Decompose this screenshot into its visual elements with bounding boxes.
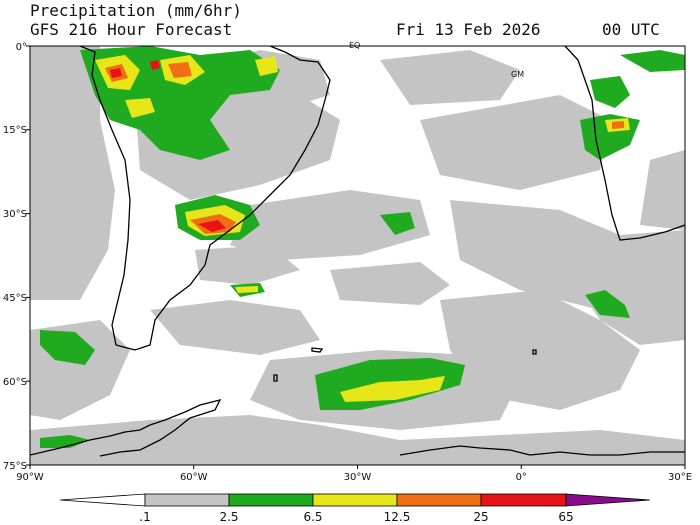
lon-label-90w: 90°W [16, 472, 44, 483]
lon-label-0: 0° [516, 472, 527, 483]
colorbar-bin-6 [565, 493, 651, 507]
colorbar-label-1: 2.5 [219, 510, 238, 524]
colorbar-bin-3 [312, 493, 398, 507]
lat-label-15s: 15°S [3, 125, 27, 136]
greenwich-marker: GM [511, 70, 524, 79]
colorbar-bin-0 [59, 493, 146, 507]
lat-label-0: 0° [16, 42, 27, 53]
colorbar-label-5: 65 [558, 510, 573, 524]
colorbar [59, 493, 651, 507]
colorbar-label-4: 25 [473, 510, 488, 524]
longitude-labels: 90°W 60°W 30°W 0° 30°E [16, 472, 692, 483]
lat-label-45s: 45°S [3, 293, 27, 304]
lat-label-75s: 75°S [3, 461, 27, 472]
extreme-precip-zone [110, 60, 226, 232]
lon-label-30w: 30°W [344, 472, 372, 483]
forecast-date: Fri 13 Feb 2026 [396, 20, 541, 39]
colorbar-bin-5 [480, 493, 567, 507]
colorbar-bin-4 [396, 493, 482, 507]
colorbar-label-3: 12.5 [384, 510, 411, 524]
coastline [30, 46, 685, 457]
forecast-subtitle: GFS 216 Hour Forecast [30, 20, 233, 39]
lat-label-60s: 60°S [3, 377, 27, 388]
colorbar-labels: .1 2.5 6.5 12.5 25 65 [139, 510, 573, 524]
lon-label-30e: 30°E [668, 472, 692, 483]
colorbar-label-2: 6.5 [303, 510, 322, 524]
map-title: Precipitation (mm/6hr) [30, 1, 242, 20]
forecast-time: 00 UTC [602, 20, 660, 39]
colorbar-bin-1 [144, 493, 230, 507]
colorbar-bin-2 [228, 493, 314, 507]
lon-label-60w: 60°W [180, 472, 208, 483]
lat-label-30s: 30°S [3, 209, 27, 220]
axis-ticks [26, 45, 686, 469]
latitude-labels: 0° 15°S 30°S 45°S 60°S 75°S [3, 42, 27, 472]
precip-field [30, 46, 685, 465]
colorbar-label-0: .1 [139, 510, 150, 524]
equator-marker: EQ [349, 41, 360, 50]
